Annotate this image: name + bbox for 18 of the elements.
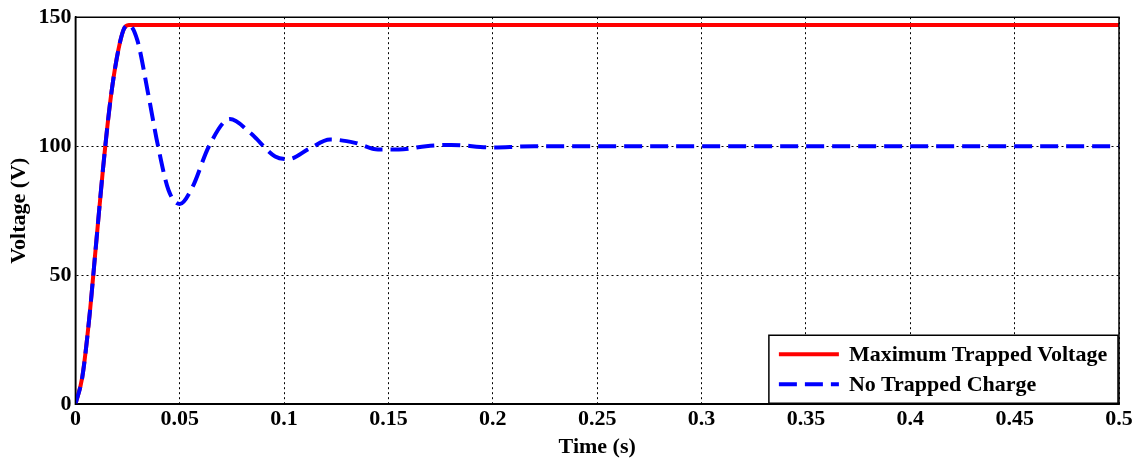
x-tick-label: 0.3 (687, 405, 716, 431)
legend-label: No Trapped Charge (848, 370, 1037, 396)
x-tick-label: 0.35 (786, 405, 826, 431)
x-tick-label: 0.4 (896, 405, 925, 431)
x-tick-label: 0.15 (369, 405, 408, 431)
y-tick-label: 100 (38, 131, 72, 157)
x-tick-label: 0.2 (479, 405, 507, 431)
y-tick-label: 150 (38, 2, 72, 28)
y-tick-label: 50 (49, 260, 72, 286)
legend-label: Maximum Trapped Voltage (848, 340, 1108, 366)
x-tick-label: 0.05 (160, 405, 200, 431)
x-axis-title: Time (s) (558, 433, 636, 459)
x-tick-label: 0.45 (995, 405, 1034, 431)
y-tick-label: 0 (60, 389, 72, 415)
x-tick-label: 0.25 (577, 405, 617, 431)
x-tick-label: 0.5 (1105, 405, 1133, 431)
x-tick-label: 0.1 (270, 405, 298, 431)
y-axis-title: Voltage (V) (4, 157, 30, 264)
